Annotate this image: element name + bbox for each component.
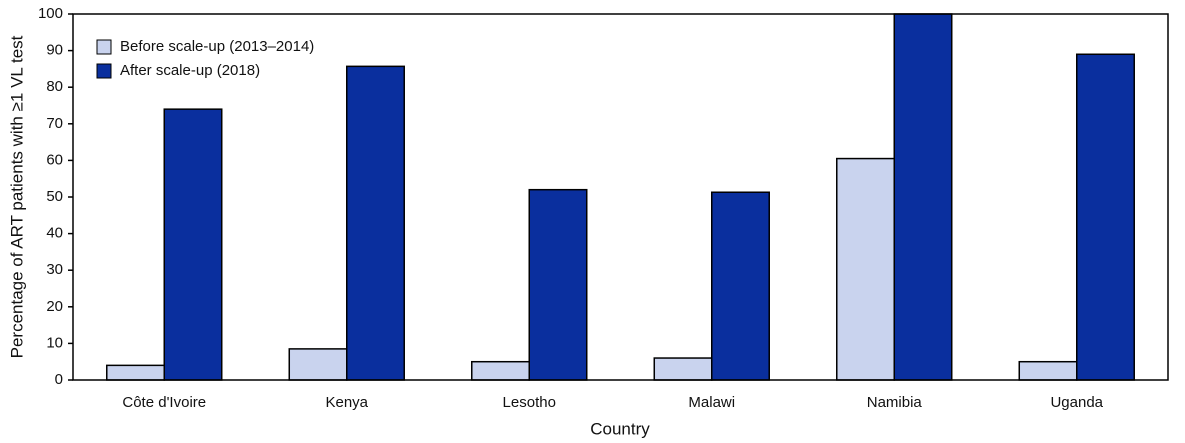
plot-frame: [72, 13, 1169, 381]
y-tick-label: 90: [46, 42, 63, 59]
bar: [1076, 53, 1135, 381]
bar: [1018, 360, 1078, 381]
bar: [893, 13, 953, 381]
y-tick-label: 80: [46, 78, 63, 95]
bar: [346, 65, 405, 381]
bar: [836, 157, 896, 381]
bar: [528, 188, 588, 381]
x-tick-label: Côte d'Ivoire: [122, 394, 206, 411]
bar: [471, 360, 531, 381]
x-tick-label: Namibia: [867, 394, 923, 411]
x-tick-label: Uganda: [1050, 394, 1103, 411]
y-tick-label: 0: [55, 371, 63, 388]
bar: [288, 348, 348, 381]
y-tick-label: 30: [46, 261, 63, 278]
y-tick-label: 60: [46, 151, 63, 168]
x-tick-label: Lesotho: [503, 394, 556, 411]
bar: [106, 364, 165, 381]
y-tick-label: 100: [38, 5, 63, 22]
bar: [653, 357, 713, 381]
x-axis-title: Country: [590, 419, 650, 438]
x-tick-label: Malawi: [688, 394, 735, 411]
x-tick-label: Kenya: [325, 394, 368, 411]
legend-label: Before scale-up (2013–2014): [120, 38, 314, 55]
legend-swatch: [96, 63, 112, 79]
legend-swatch: [96, 39, 112, 55]
y-tick-label: 10: [46, 334, 63, 351]
bar: [163, 108, 223, 381]
legend-label: After scale-up (2018): [120, 62, 260, 79]
bar: [711, 191, 770, 381]
y-tick-label: 20: [46, 298, 63, 315]
y-tick-label: 40: [46, 225, 63, 242]
y-tick-label: 50: [46, 188, 63, 205]
y-axis-title: Percentage of ART patients with ≥1 VL te…: [7, 35, 26, 358]
y-tick-label: 70: [46, 115, 63, 132]
